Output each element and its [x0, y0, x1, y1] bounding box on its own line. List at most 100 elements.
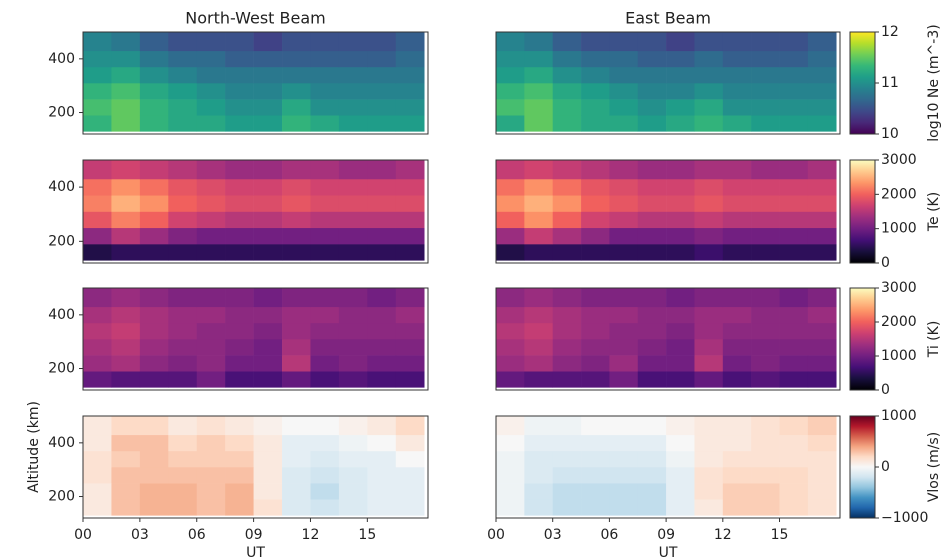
heatmap-cell	[609, 115, 639, 132]
heatmap-cell	[395, 467, 425, 484]
heatmap-cell	[524, 83, 554, 100]
heatmap-cell	[524, 99, 554, 116]
heatmap-cell	[196, 306, 226, 324]
heatmap-cell	[807, 434, 837, 452]
heatmap-cell	[609, 416, 639, 436]
heatmap-cell	[694, 115, 724, 132]
heatmap-cell	[581, 483, 610, 500]
heatmap-cell	[581, 178, 610, 196]
heatmap-cell	[139, 483, 169, 500]
heatmap-cell	[395, 227, 425, 245]
heatmap-cell	[807, 32, 837, 52]
heatmap-cell	[282, 99, 311, 116]
heatmap-cell	[666, 434, 695, 452]
heatmap-cell	[666, 115, 695, 132]
heatmap-cell	[111, 467, 141, 484]
heatmap-cell	[338, 115, 368, 132]
heatmap-cell	[367, 160, 397, 180]
heatmap-cell	[253, 66, 283, 84]
heatmap-cell	[807, 450, 837, 468]
heatmap-cell	[139, 288, 169, 308]
heatmap-cell	[552, 416, 582, 436]
heatmap-cell	[779, 416, 809, 436]
heatmap-cell	[310, 195, 340, 212]
heatmap-cell	[807, 483, 837, 500]
heatmap-cell	[111, 66, 141, 84]
heatmap-cell	[111, 227, 141, 245]
heatmap-cell	[168, 99, 198, 116]
colorbar	[849, 31, 876, 135]
x-tick-label: 15	[358, 527, 376, 543]
heatmap-cell	[722, 355, 752, 372]
heatmap-cell	[779, 467, 809, 484]
heatmap-cell	[694, 483, 724, 500]
heatmap-cell	[609, 483, 639, 500]
heatmap-cell	[338, 99, 368, 116]
heatmap-cell	[196, 416, 226, 436]
heatmap-cell	[367, 66, 397, 84]
heatmap-cell	[722, 244, 752, 261]
heatmap-cell	[552, 50, 582, 68]
heatmap-cell	[694, 66, 724, 84]
heatmap-cell	[196, 355, 226, 372]
heatmap-cell	[168, 483, 198, 500]
heatmap-cell	[666, 416, 695, 436]
heatmap-cell	[581, 66, 610, 84]
heatmap-cell	[807, 244, 837, 261]
heatmap-cell	[552, 244, 582, 261]
heatmap-cell	[338, 499, 368, 516]
heatmap-cell	[807, 467, 837, 484]
heatmap-cell	[139, 322, 169, 340]
heatmap-cell	[581, 227, 610, 245]
heatmap-cell	[111, 244, 141, 261]
x-tick-label: 15	[771, 527, 789, 543]
heatmap-cell	[168, 450, 198, 468]
heatmap-cell	[807, 115, 837, 132]
heatmap-cell	[751, 195, 780, 212]
heatmap-cell	[139, 160, 169, 180]
y-tick-label: 200	[48, 233, 75, 249]
y-tick-label: 400	[48, 179, 75, 195]
heatmap-cell	[395, 499, 425, 516]
heatmap-cell	[637, 499, 667, 516]
heatmap-cell	[225, 66, 254, 84]
heatmap-cell	[310, 499, 340, 516]
heatmap-cell	[196, 288, 226, 308]
heatmap-cell	[111, 115, 141, 132]
heatmap-cell	[196, 195, 226, 212]
heatmap-cell	[552, 322, 582, 340]
heatmap-cell	[395, 160, 425, 180]
heatmap-cell	[751, 160, 780, 180]
heatmap-cell	[496, 32, 525, 52]
heatmap-cell	[496, 483, 525, 500]
heatmap-cell	[338, 306, 368, 324]
heatmap-cell	[168, 227, 198, 245]
heatmap-cell	[637, 244, 667, 261]
heatmap-cell	[367, 288, 397, 308]
panel-frame	[495, 415, 841, 519]
heatmap-cell	[395, 178, 425, 196]
heatmap-cell	[666, 195, 695, 212]
heatmap-cell	[496, 434, 525, 452]
heatmap-cell	[609, 467, 639, 484]
heatmap-cell	[666, 450, 695, 468]
heatmap-cell	[581, 195, 610, 212]
heatmap-cell	[552, 483, 582, 500]
heatmap-cell	[282, 416, 311, 436]
heatmap-cell	[83, 434, 112, 452]
heatmap-cell	[609, 339, 639, 356]
heatmap-cell	[666, 244, 695, 261]
y-tick-label: 400	[48, 307, 75, 323]
heatmap-cell	[496, 99, 525, 116]
heatmap-cell	[139, 306, 169, 324]
heatmap-cell	[722, 371, 752, 388]
heatmap-cell	[609, 50, 639, 68]
colorbar	[849, 415, 876, 519]
heatmap-cell	[395, 322, 425, 340]
heatmap-cell	[609, 83, 639, 100]
heatmap-cell	[83, 160, 112, 180]
heatmap-cell	[282, 50, 311, 68]
heatmap-cell	[253, 483, 283, 500]
heatmap-cell	[496, 499, 525, 516]
x-tick-label: 00	[487, 527, 505, 543]
